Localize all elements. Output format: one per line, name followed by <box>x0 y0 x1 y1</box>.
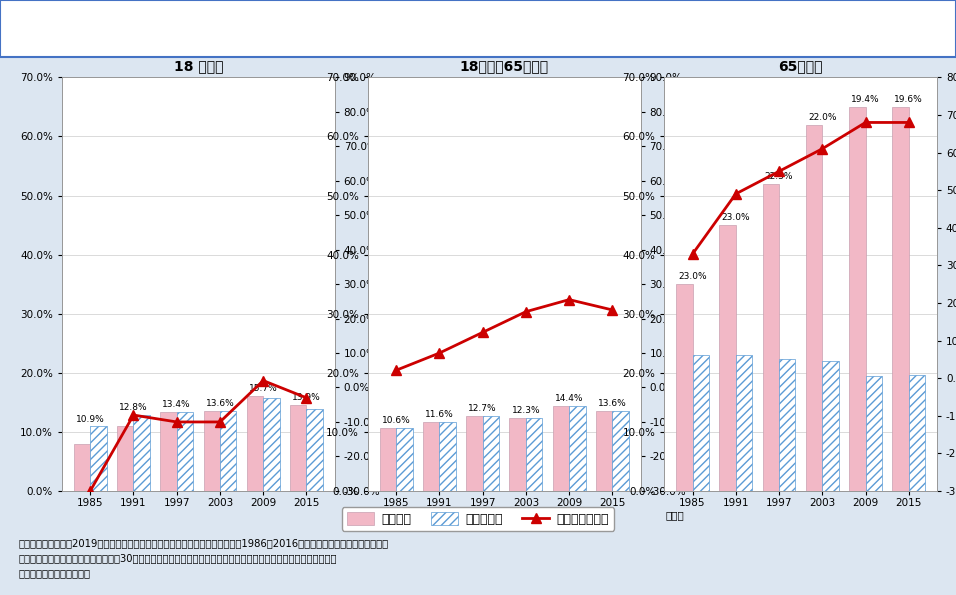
Text: 11.6%: 11.6% <box>425 411 454 419</box>
Bar <box>569 406 586 491</box>
Bar <box>909 375 925 491</box>
Text: 10.6%: 10.6% <box>381 416 410 425</box>
Bar <box>692 355 709 491</box>
Bar <box>161 412 177 491</box>
Title: 65歳以上: 65歳以上 <box>778 60 823 73</box>
Text: 12.8%: 12.8% <box>120 403 148 412</box>
Text: 14.4%: 14.4% <box>554 394 583 403</box>
Bar <box>380 428 396 491</box>
Bar <box>596 411 613 491</box>
Text: 再分配前後の相対的貧困率の推移（年齢別）: 再分配前後の相対的貧困率の推移（年齢別） <box>129 19 329 37</box>
Bar <box>526 418 542 491</box>
Bar <box>483 416 499 491</box>
Text: 13.6%: 13.6% <box>598 399 627 408</box>
Text: 10.9%: 10.9% <box>76 415 104 424</box>
Text: 13.4%: 13.4% <box>163 400 191 409</box>
Bar <box>177 412 193 491</box>
Text: （年）: （年） <box>665 511 684 520</box>
Bar <box>117 426 134 491</box>
Text: 資料：渡辺久里子（2019）「相対的貧困率の長期的推移－国民生活基礎調査（1986～2016年）を用いた検証」「我が国の貧
困の状況に関する調査分析研究　平成3: 資料：渡辺久里子（2019）「相対的貧困率の長期的推移－国民生活基礎調査（198… <box>19 538 389 578</box>
Bar <box>74 444 90 491</box>
FancyBboxPatch shape <box>5 5 115 52</box>
Bar <box>263 398 280 491</box>
Bar <box>719 225 736 491</box>
Bar <box>440 422 456 491</box>
Bar <box>290 405 307 491</box>
Text: 13.6%: 13.6% <box>206 399 234 408</box>
Bar <box>307 409 323 491</box>
Legend: 当初所得, 可処分所得, 改善度（右軸）: 当初所得, 可処分所得, 改善度（右軸） <box>341 508 615 531</box>
Bar <box>676 284 692 491</box>
Bar <box>763 184 779 491</box>
Text: 22.0%: 22.0% <box>808 112 836 121</box>
Text: （年）: （年） <box>359 511 379 520</box>
Bar <box>510 418 526 491</box>
Text: 19.6%: 19.6% <box>895 95 923 104</box>
Text: 22.3%: 22.3% <box>765 172 793 181</box>
Text: 15.7%: 15.7% <box>249 384 277 393</box>
Bar <box>849 107 865 491</box>
Bar <box>423 422 440 491</box>
Title: 18 歳未満: 18 歳未満 <box>174 60 223 73</box>
Text: 23.0%: 23.0% <box>678 272 706 281</box>
Text: 図表1-8-14: 図表1-8-14 <box>28 22 91 35</box>
Bar <box>822 361 838 491</box>
Bar <box>613 411 629 491</box>
Bar <box>892 107 909 491</box>
Bar <box>396 428 413 491</box>
Title: 18歳以上65歳未満: 18歳以上65歳未満 <box>460 60 549 73</box>
Text: 12.3%: 12.3% <box>511 406 540 415</box>
Bar <box>553 406 569 491</box>
Bar <box>779 359 795 491</box>
Bar <box>90 427 107 491</box>
Bar <box>204 411 220 491</box>
Bar <box>247 396 263 491</box>
Bar <box>736 355 752 491</box>
Bar <box>134 415 150 491</box>
Text: 12.7%: 12.7% <box>468 404 497 413</box>
Bar <box>220 411 236 491</box>
Bar <box>467 416 483 491</box>
Bar <box>806 124 822 491</box>
Text: 19.4%: 19.4% <box>851 95 880 104</box>
Text: 23.0%: 23.0% <box>722 213 750 222</box>
Bar <box>865 376 882 491</box>
Text: 13.9%: 13.9% <box>293 393 321 402</box>
